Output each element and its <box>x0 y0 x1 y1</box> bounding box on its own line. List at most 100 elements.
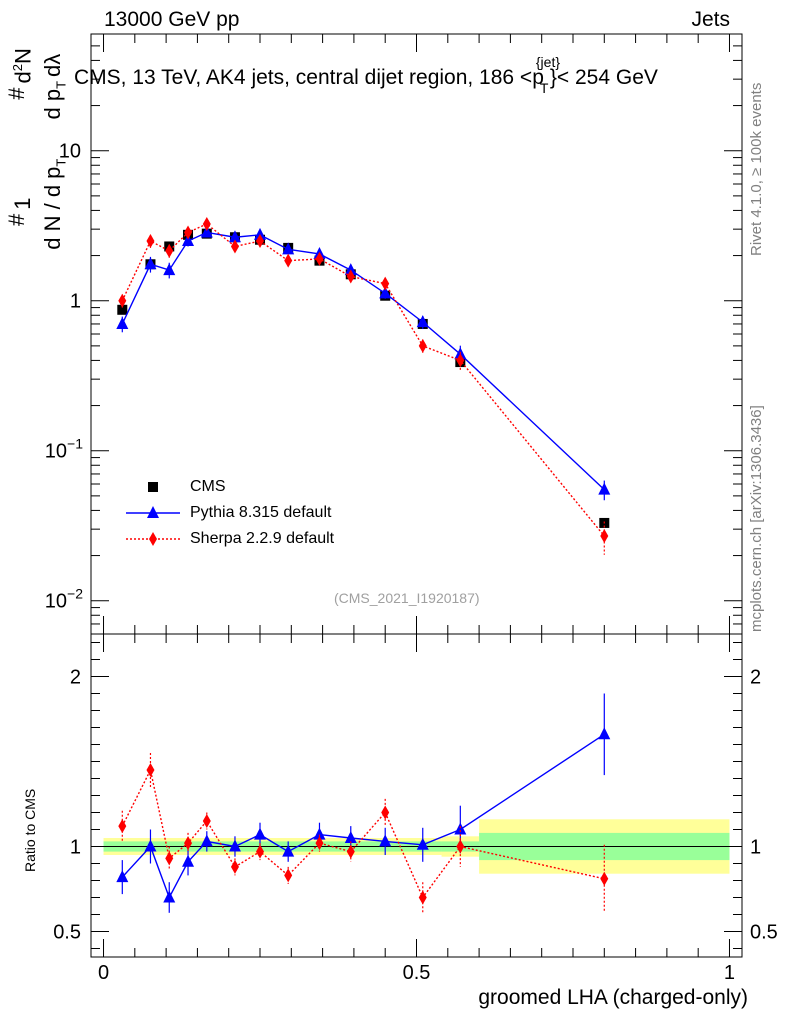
ratio-point <box>315 836 324 851</box>
ratio-point <box>418 890 427 905</box>
y-axis-label-text: #1 d N / d pT # d2N d pTdλ <box>4 4 68 250</box>
main-series-pythia <box>116 225 611 501</box>
ratio-point <box>381 805 390 820</box>
legend-marker-sherpa <box>149 532 157 546</box>
main-point <box>379 286 392 299</box>
y-label-den1-text: d N / d p <box>40 166 65 250</box>
ratio-series-pythia <box>116 693 611 913</box>
legend-label-cms: CMS <box>190 478 226 495</box>
ratio-point <box>182 854 195 867</box>
main-line-sherpa <box>121 223 605 537</box>
main-point <box>200 225 213 238</box>
title-sub: T <box>539 80 549 96</box>
main-point <box>282 242 295 255</box>
legend-marker-cms <box>148 482 158 492</box>
ratio-point <box>313 827 326 840</box>
ratio-y-tick-label-left-1: 1 <box>70 837 81 859</box>
main-series-sherpa <box>118 216 609 555</box>
main-plot-frame: 10−2 10−1 1 10 <box>45 33 743 635</box>
y-label-hash1: # <box>4 213 29 226</box>
main-point <box>184 225 193 240</box>
main-point <box>256 234 265 249</box>
legend-label-sherpa: Sherpa 2.2.9 default <box>190 530 335 547</box>
main-point <box>118 293 127 308</box>
rivet-version-label: Rivet 4.1.0, ≥ 100k events <box>748 82 765 256</box>
main-point <box>146 234 155 249</box>
main-frame-border <box>90 33 743 635</box>
beam-energy-label: 13000 GeV pp <box>104 8 240 31</box>
y-label-hash2: # <box>4 87 29 100</box>
title-main: CMS, 13 TeV, AK4 jets, central dijet reg… <box>74 66 544 89</box>
x-axis-label: groomed LHA (charged-only) <box>478 986 748 1009</box>
main-point <box>598 482 611 495</box>
main-point <box>117 304 128 315</box>
y-label-num2-sup: 2 <box>10 64 25 72</box>
ratio-point <box>600 871 609 886</box>
ratio-y-tick-label-left-0: 0.5 <box>53 922 81 944</box>
ratio-point <box>256 844 265 859</box>
main-point <box>116 316 129 329</box>
y-tick-label-3: 10 <box>59 141 81 163</box>
ratio-line-sherpa <box>121 767 605 899</box>
x-tick-label-2: 1 <box>724 962 735 984</box>
main-point <box>418 338 427 353</box>
ratio-point <box>163 890 176 903</box>
ratio-frame-border <box>90 633 743 958</box>
ratio-point <box>202 814 211 828</box>
main-point <box>163 263 176 276</box>
ratio-point <box>379 834 392 847</box>
legend-marker-pythia <box>147 506 159 518</box>
ratio-point <box>165 851 174 866</box>
ratio-series-sherpa <box>118 753 609 913</box>
ratio-point <box>254 827 267 840</box>
ratio-point <box>344 831 357 843</box>
ratio-point <box>228 839 241 852</box>
ratio-point <box>454 822 467 835</box>
y-tick-label-1: 10−1 <box>45 436 83 463</box>
main-point <box>346 269 355 284</box>
ratio-y-tick-label-right-1: 1 <box>750 837 761 859</box>
main-point <box>254 227 267 240</box>
ratio-y-tick-label-left-2: 2 <box>70 667 81 689</box>
ratio-point <box>284 868 293 883</box>
main-point <box>600 529 609 544</box>
y-axis-label: #1 d N / d pT # d2N d pTdλ <box>0 0 68 250</box>
ratio-point <box>598 727 611 740</box>
legend <box>126 482 180 546</box>
y-label-den2-text: d p <box>40 88 65 120</box>
ratio-point <box>282 844 295 857</box>
plot-title: CMS, 13 TeV, AK4 jets, central dijet reg… <box>74 54 658 96</box>
ratio-plot-frame: 0 0.5 1 0.5 0.5 1 1 2 2 <box>53 633 778 984</box>
ratio-y-tick-label-right-2: 2 <box>750 667 761 689</box>
x-tick-label-1: 0.5 <box>403 962 431 984</box>
y-label-num2-N: N <box>10 48 36 65</box>
ratio-point <box>184 836 193 851</box>
ratio-line-pythia <box>121 733 605 900</box>
y-label-den2-lambda: dλ <box>40 53 65 77</box>
series-layer <box>116 216 611 913</box>
ratio-point <box>200 834 213 847</box>
y-label-num2-d: d <box>10 71 36 84</box>
title-tail: }< 254 GeV <box>549 66 658 89</box>
main-point <box>182 234 195 247</box>
ratio-point <box>346 844 355 859</box>
ratio-point <box>230 859 239 874</box>
y-label-den1: d N / d pT <box>40 159 68 250</box>
y-label-den2-sub: T <box>53 80 69 89</box>
ratio-point <box>416 837 429 850</box>
title-sup: {jet} <box>535 54 561 70</box>
legend-label-pythia: Pythia 8.315 default <box>190 504 332 521</box>
ratio-point <box>118 819 127 834</box>
main-point <box>344 263 357 276</box>
y-tick-label-0: 10−2 <box>45 586 83 613</box>
ratio-y-tick-label-right-0: 0.5 <box>750 922 778 944</box>
y-tick-label-2: 1 <box>70 291 81 313</box>
ratio-point <box>144 839 157 852</box>
ratio-point <box>456 839 465 854</box>
main-point <box>315 251 324 266</box>
ratio-point <box>146 763 155 777</box>
main-point <box>202 216 211 231</box>
process-label: Jets <box>691 8 730 31</box>
y-label-den2: d pTdλ <box>40 54 68 120</box>
main-point <box>230 239 239 254</box>
